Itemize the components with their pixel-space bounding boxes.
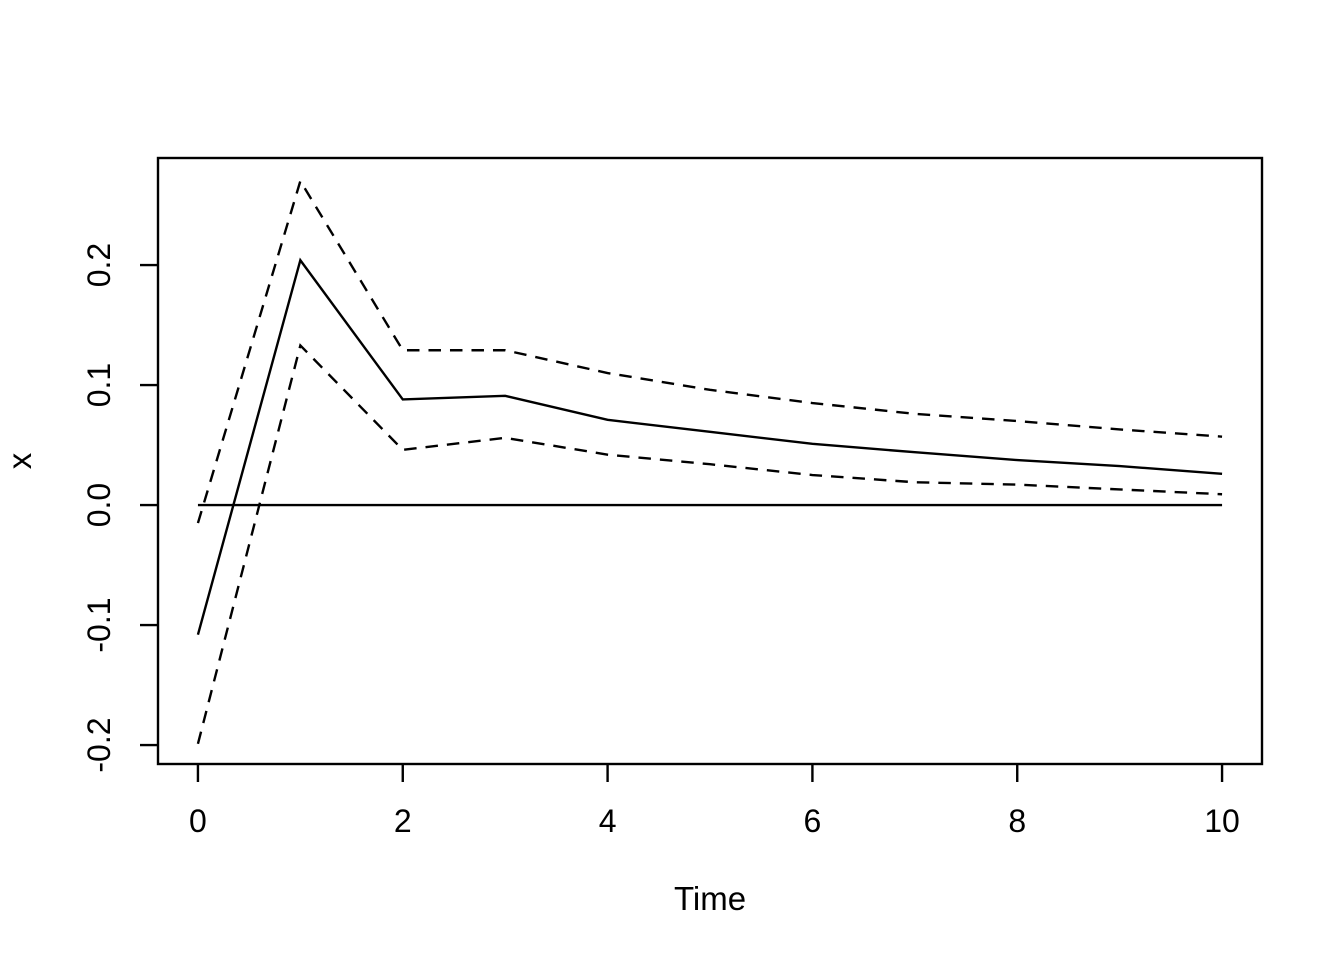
axes: 0 2 4 6 8 10 -0.2 -0.1 0.0 0.1 0.2 [81, 243, 1240, 839]
x-tick-label: 2 [394, 803, 412, 839]
series-line-response [196, 257, 1223, 635]
x-tick-label: 0 [189, 803, 207, 839]
y-tick-label: 0.2 [81, 243, 117, 287]
x-tick-label: 8 [1008, 803, 1026, 839]
series-line-lower-ci [196, 343, 1223, 745]
plot-box [156, 156, 1264, 766]
x-tick-label: 10 [1204, 803, 1240, 839]
series-line-upper-ci [196, 178, 1223, 524]
y-axis-label: x [1, 452, 38, 469]
y-tick-label: 0.1 [81, 363, 117, 407]
x-tick-label: 4 [599, 803, 617, 839]
x-tick-label: 6 [804, 803, 822, 839]
y-tick-label: 0.0 [81, 483, 117, 527]
y-tick-label: -0.2 [81, 717, 117, 772]
series-lines [196, 178, 1223, 745]
x-axis-label: Time [674, 880, 746, 917]
y-tick-label: -0.1 [81, 597, 117, 652]
